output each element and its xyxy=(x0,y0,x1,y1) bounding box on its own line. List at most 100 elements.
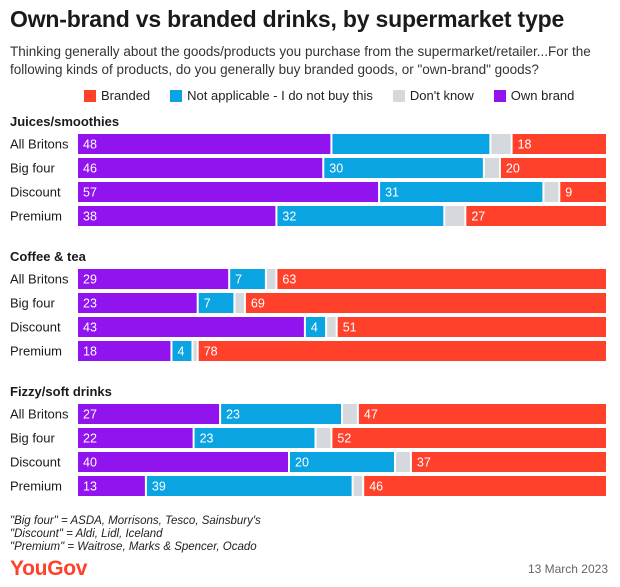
bar-segment-not-applicable-i-do-not-buy-this xyxy=(146,476,352,496)
bar-segment-own-brand xyxy=(78,269,229,289)
row-label-coffee-tea-all-britons: All Britons xyxy=(10,272,69,287)
bar-segment-own-brand xyxy=(78,452,288,472)
data-label-own-brand: 23 xyxy=(83,297,97,311)
footnote-big-four: "Big four" = ASDA, Morrisons, Tesco, Sai… xyxy=(10,515,261,527)
bar-segment-branded xyxy=(337,317,606,337)
legend-item-not-applicable: Not applicable - I do not buy this xyxy=(170,88,373,103)
bar-segment-own-brand xyxy=(78,428,193,448)
yougov-logo: YouGov xyxy=(10,557,88,580)
legend-item-branded: Branded xyxy=(84,88,150,103)
chart-title: Own-brand vs branded drinks, by supermar… xyxy=(10,6,565,32)
row-label-juices-smoothies-discount: Discount xyxy=(10,185,61,200)
bar-segment-own-brand xyxy=(78,134,331,154)
data-label-own-brand: 38 xyxy=(83,210,97,224)
data-label-not-applicable-i-do-not-buy-this: 20 xyxy=(295,456,309,470)
legend-swatch-not-applicable xyxy=(170,89,183,102)
row-label-fizzy-soft-drinks-big-four: Big four xyxy=(10,431,55,446)
bar-segment-not-applicable-i-do-not-buy-this xyxy=(221,404,341,424)
bar-segment-not-applicable-i-do-not-buy-this xyxy=(230,269,265,289)
data-label-own-brand: 27 xyxy=(83,408,97,422)
data-label-own-brand: 13 xyxy=(83,480,97,494)
data-label-branded: 47 xyxy=(364,408,378,422)
data-label-not-applicable-i-do-not-buy-this: 7 xyxy=(204,297,211,311)
data-label-branded: 52 xyxy=(337,432,351,446)
legend-label-not-applicable: Not applicable - I do not buy this xyxy=(187,88,373,103)
bar-segment-don-t-know xyxy=(235,293,244,313)
bar-segment-branded xyxy=(277,269,606,289)
bar-segment-not-applicable-i-do-not-buy-this xyxy=(277,206,444,226)
row-label-coffee-tea-premium: Premium xyxy=(10,344,62,359)
row-label-fizzy-soft-drinks-discount: Discount xyxy=(10,455,61,470)
group-title-coffee-tea: Coffee & tea xyxy=(10,249,87,264)
data-label-own-brand: 57 xyxy=(83,186,97,200)
data-label-own-brand: 48 xyxy=(83,138,97,152)
bar-segment-not-applicable-i-do-not-buy-this xyxy=(332,134,490,154)
row-label-coffee-tea-discount: Discount xyxy=(10,320,61,335)
data-label-not-applicable-i-do-not-buy-this: 4 xyxy=(177,345,184,359)
footnote-discount: "Discount" = Aldi, Lidl, Iceland xyxy=(10,528,163,540)
legend-label-own-brand: Own brand xyxy=(510,88,575,103)
data-label-branded: 27 xyxy=(471,210,485,224)
bar-segment-don-t-know xyxy=(544,182,559,202)
data-label-branded: 37 xyxy=(417,456,431,470)
row-label-fizzy-soft-drinks-premium: Premium xyxy=(10,479,62,494)
data-label-own-brand: 46 xyxy=(83,162,97,176)
bar-segment-not-applicable-i-do-not-buy-this xyxy=(324,158,483,178)
data-label-branded: 69 xyxy=(251,297,265,311)
bar-segment-not-applicable-i-do-not-buy-this xyxy=(380,182,543,202)
bar-segment-own-brand xyxy=(78,404,220,424)
bar-segment-don-t-know xyxy=(343,404,357,424)
bar-segment-branded xyxy=(560,182,606,202)
data-label-not-applicable-i-do-not-buy-this: 30 xyxy=(329,162,343,176)
legend: Branded Not applicable - I do not buy th… xyxy=(84,88,574,103)
group-title-juices-smoothies: Juices/smoothies xyxy=(10,114,119,129)
row-label-juices-smoothies-all-britons: All Britons xyxy=(10,137,69,152)
bar-segment-branded xyxy=(332,428,606,448)
data-label-not-applicable-i-do-not-buy-this: 31 xyxy=(385,186,399,200)
bar-segment-branded xyxy=(245,293,607,313)
bar-segment-not-applicable-i-do-not-buy-this xyxy=(198,293,234,313)
group-title-fizzy-soft-drinks: Fizzy/soft drinks xyxy=(10,384,112,399)
bar-segment-own-brand xyxy=(78,476,145,496)
bar-segment-own-brand xyxy=(78,206,276,226)
data-label-own-brand: 40 xyxy=(83,456,97,470)
bar-segment-not-applicable-i-do-not-buy-this xyxy=(172,341,192,361)
bar-segment-don-t-know xyxy=(396,452,410,472)
data-label-not-applicable-i-do-not-buy-this: 32 xyxy=(282,210,296,224)
bar-segment-not-applicable-i-do-not-buy-this xyxy=(194,428,315,448)
bar-segment-branded xyxy=(500,158,606,178)
footnote-premium: "Premium" = Waitrose, Marks & Spencer, O… xyxy=(10,541,257,553)
chart-subtitle: Thinking generally about the goods/produ… xyxy=(10,44,591,77)
data-label-own-brand: 18 xyxy=(83,345,97,359)
legend-swatch-branded xyxy=(84,89,96,102)
data-label-own-brand: 22 xyxy=(83,432,97,446)
row-label-coffee-tea-big-four: Big four xyxy=(10,296,55,311)
legend-item-own-brand: Own brand xyxy=(493,88,575,103)
row-label-juices-smoothies-big-four: Big four xyxy=(10,161,55,176)
data-label-branded: 18 xyxy=(518,138,532,152)
data-label-not-applicable-i-do-not-buy-this: 23 xyxy=(200,432,214,446)
bar-segment-branded xyxy=(198,341,607,361)
legend-item-dont-know: Don't know xyxy=(392,88,474,103)
stacked-bar-chart: Juices/smoothies All Britons 48 18 Big four 4… xyxy=(10,114,607,496)
bar-segment-own-brand xyxy=(78,293,197,313)
data-label-own-brand: 43 xyxy=(83,321,97,335)
bar-segment-don-t-know xyxy=(445,206,465,226)
bar-segment-branded xyxy=(466,206,606,226)
data-label-not-applicable-i-do-not-buy-this: 7 xyxy=(235,273,242,287)
bar-segment-don-t-know xyxy=(484,158,499,178)
data-label-not-applicable-i-do-not-buy-this: 4 xyxy=(311,321,318,335)
data-label-branded: 63 xyxy=(282,273,296,287)
row-label-fizzy-soft-drinks-all-britons: All Britons xyxy=(10,407,69,422)
data-label-branded: 20 xyxy=(506,162,520,176)
data-label-branded: 78 xyxy=(204,345,218,359)
data-label-not-applicable-i-do-not-buy-this: 39 xyxy=(152,480,166,494)
bar-segment-don-t-know xyxy=(327,317,336,337)
bar-segment-own-brand xyxy=(78,158,323,178)
bar-segment-own-brand xyxy=(78,317,304,337)
bar-segment-don-t-know xyxy=(266,269,276,289)
bar-segment-branded xyxy=(358,404,606,424)
data-label-branded: 9 xyxy=(565,186,572,200)
legend-label-branded: Branded xyxy=(101,88,151,103)
bar-segment-own-brand xyxy=(78,182,379,202)
